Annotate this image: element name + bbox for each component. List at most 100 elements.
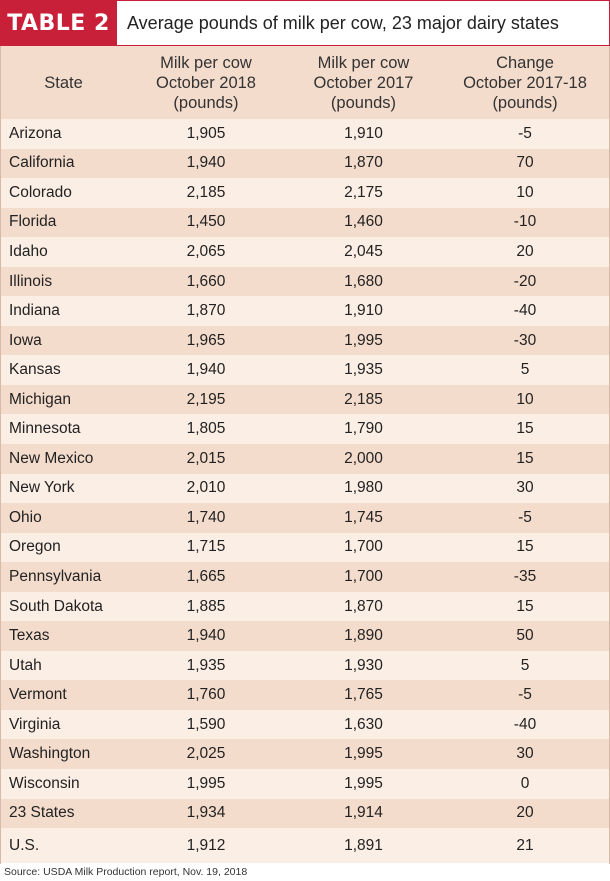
milk-2018-cell: 2,195 xyxy=(186,390,226,408)
table-row: New Mexico 2,015 2,000 15 xyxy=(1,444,609,474)
change-cell: -5 xyxy=(518,124,532,142)
state-cell: Vermont xyxy=(9,686,67,704)
change-cell: -5 xyxy=(518,508,532,526)
state-cell: Colorado xyxy=(9,183,72,201)
table-label: TABLE 2 xyxy=(0,0,117,46)
change-cell: 30 xyxy=(516,745,534,763)
table-row: Arizona 1,905 1,910 -5 xyxy=(1,119,609,149)
table-row: Colorado 2,185 2,175 10 xyxy=(1,178,609,208)
column-header-oct-2018: Milk per cow October 2018 (pounds) xyxy=(156,53,256,112)
table-row: Idaho 2,065 2,045 20 xyxy=(1,237,609,267)
milk-2017-cell: 2,185 xyxy=(344,390,383,408)
milk-2018-cell: 1,665 xyxy=(186,567,226,585)
table-row: Indiana 1,870 1,910 -40 xyxy=(1,296,609,326)
milk-2017-cell: 1,914 xyxy=(344,804,383,822)
change-cell: 5 xyxy=(520,361,530,379)
state-cell: Washington xyxy=(9,745,91,763)
table-row: Washington 2,025 1,995 30 xyxy=(1,739,609,770)
change-cell: -40 xyxy=(513,715,537,733)
state-cell: Pennsylvania xyxy=(9,567,102,585)
change-cell: 10 xyxy=(516,390,534,408)
change-cell: 20 xyxy=(516,804,534,822)
milk-2017-cell: 2,175 xyxy=(344,183,383,201)
change-cell: 30 xyxy=(516,479,534,497)
state-cell: New York xyxy=(9,479,75,497)
milk-2018-cell: 1,934 xyxy=(186,804,226,822)
change-cell: 15 xyxy=(516,449,534,467)
table-row: South Dakota 1,885 1,870 15 xyxy=(1,591,609,622)
change-cell: -30 xyxy=(513,331,537,349)
change-cell: 21 xyxy=(516,836,534,854)
milk-2018-cell: 1,905 xyxy=(186,124,226,142)
change-cell: 15 xyxy=(516,420,534,438)
state-cell: U.S. xyxy=(9,836,40,854)
milk-2018-cell: 1,805 xyxy=(186,420,226,438)
milk-2017-cell: 1,980 xyxy=(344,479,383,497)
table-row: Kansas 1,940 1,935 5 xyxy=(1,355,609,385)
milk-2018-cell: 1,940 xyxy=(186,154,226,172)
table-row: California 1,940 1,870 70 xyxy=(1,148,609,179)
milk-2017-cell: 1,870 xyxy=(344,154,383,172)
state-cell: Arizona xyxy=(9,124,62,142)
table-row: Minnesota 1,805 1,790 15 xyxy=(1,414,609,445)
state-cell: 23 States xyxy=(9,804,75,822)
milk-2018-cell: 2,015 xyxy=(186,449,226,467)
milk-2018-cell: 2,065 xyxy=(186,242,226,260)
milk-2017-cell: 2,045 xyxy=(344,242,383,260)
state-cell: Illinois xyxy=(9,272,53,290)
state-cell: New Mexico xyxy=(9,449,94,467)
state-cell: Virginia xyxy=(9,715,61,733)
milk-per-cow-table: State Milk per cow October 2018 (pounds)… xyxy=(0,46,610,864)
change-cell: 0 xyxy=(520,774,530,792)
milk-2017-cell: 1,995 xyxy=(344,745,383,763)
state-cell: Idaho xyxy=(9,242,48,260)
state-cell: Kansas xyxy=(9,361,61,379)
table-title-bar: TABLE 2 Average pounds of milk per cow, … xyxy=(0,0,610,46)
milk-2018-cell: 1,715 xyxy=(186,538,226,556)
milk-2018-cell: 1,995 xyxy=(186,774,226,792)
source-note: Source: USDA Milk Production report, Nov… xyxy=(4,866,248,878)
state-cell: Indiana xyxy=(9,302,60,320)
milk-2018-cell: 2,010 xyxy=(186,479,226,497)
milk-2017-cell: 1,870 xyxy=(344,597,383,615)
table-row: Pennsylvania 1,665 1,700 -35 xyxy=(1,562,609,592)
table-row: Wisconsin 1,995 1,995 0 xyxy=(1,769,609,799)
table-body: Arizona 1,905 1,910 -5 California 1,940 1,870 7… xyxy=(1,119,609,864)
state-cell: Minnesota xyxy=(9,420,81,438)
milk-2017-cell: 1,790 xyxy=(344,420,383,438)
milk-2017-cell: 1,910 xyxy=(344,302,383,320)
change-cell: -10 xyxy=(513,213,537,231)
change-cell: -40 xyxy=(513,302,537,320)
change-cell: -35 xyxy=(513,567,537,585)
milk-2018-cell: 1,940 xyxy=(186,361,226,379)
milk-2017-cell: 1,765 xyxy=(344,686,383,704)
state-cell: Ohio xyxy=(9,508,42,526)
state-cell: Iowa xyxy=(9,331,42,349)
table-row: Virginia 1,590 1,630 -40 xyxy=(1,709,609,740)
milk-2017-cell: 1,891 xyxy=(344,836,383,854)
column-header-oct-2017: Milk per cow October 2017 (pounds) xyxy=(313,53,414,112)
milk-2017-cell: 1,995 xyxy=(344,774,383,792)
milk-2018-cell: 1,935 xyxy=(186,656,226,674)
milk-2017-cell: 1,910 xyxy=(344,124,383,142)
milk-2017-cell: 1,935 xyxy=(344,361,383,379)
table-row: Utah 1,935 1,930 5 xyxy=(1,650,609,681)
milk-2017-cell: 2,000 xyxy=(344,449,383,467)
milk-2018-cell: 1,885 xyxy=(186,597,226,615)
table-row: New York 2,010 1,980 30 xyxy=(1,473,609,504)
table-row: Oregon 1,715 1,700 15 xyxy=(1,532,609,563)
change-cell: -20 xyxy=(513,272,537,290)
table-row: Iowa 1,965 1,995 -30 xyxy=(1,325,609,356)
milk-2017-cell: 1,700 xyxy=(344,538,383,556)
table-row: Illinois 1,660 1,680 -20 xyxy=(1,266,609,297)
table-row: Michigan 2,195 2,185 10 xyxy=(1,384,609,415)
milk-2018-cell: 2,025 xyxy=(186,745,226,763)
milk-2018-cell: 1,760 xyxy=(186,686,226,704)
table-row: Ohio 1,740 1,745 -5 xyxy=(1,503,609,533)
milk-2017-cell: 1,890 xyxy=(344,627,383,645)
table-header: State Milk per cow October 2018 (pounds)… xyxy=(1,46,609,119)
change-cell: 5 xyxy=(520,656,530,674)
state-cell: Oregon xyxy=(9,538,61,556)
table-row: Texas 1,940 1,890 50 xyxy=(1,621,609,651)
change-cell: 20 xyxy=(516,242,534,260)
